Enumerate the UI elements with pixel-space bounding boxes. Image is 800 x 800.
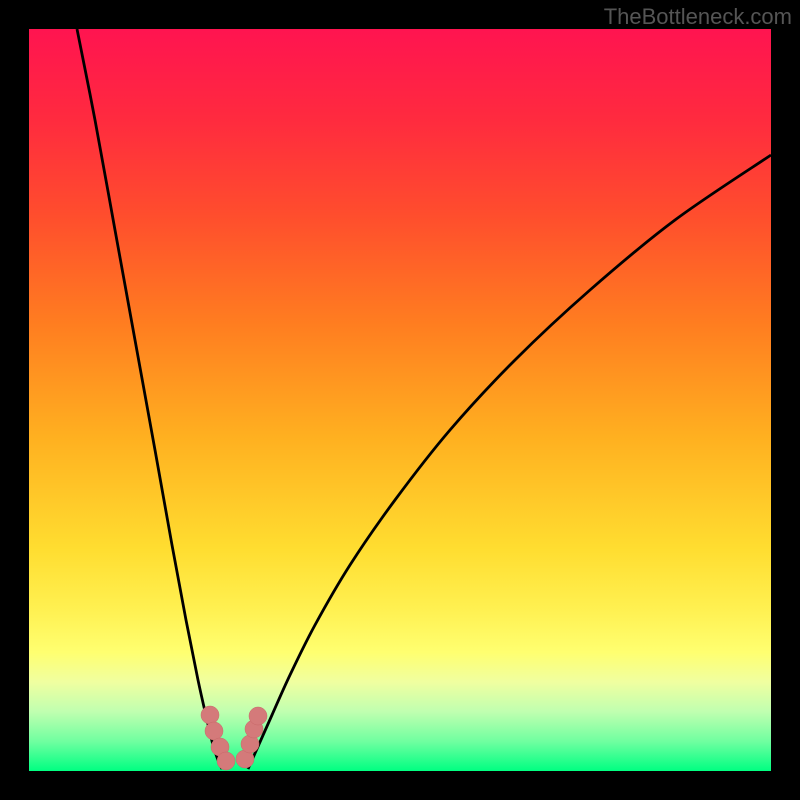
watermark-text: TheBottleneck.com — [604, 4, 792, 30]
data-marker — [205, 722, 223, 740]
data-marker — [249, 707, 267, 725]
data-marker — [217, 752, 235, 770]
data-marker — [201, 706, 219, 724]
plot-background-gradient — [29, 29, 771, 771]
chart-container: TheBottleneck.com — [0, 0, 800, 800]
chart-svg — [0, 0, 800, 800]
